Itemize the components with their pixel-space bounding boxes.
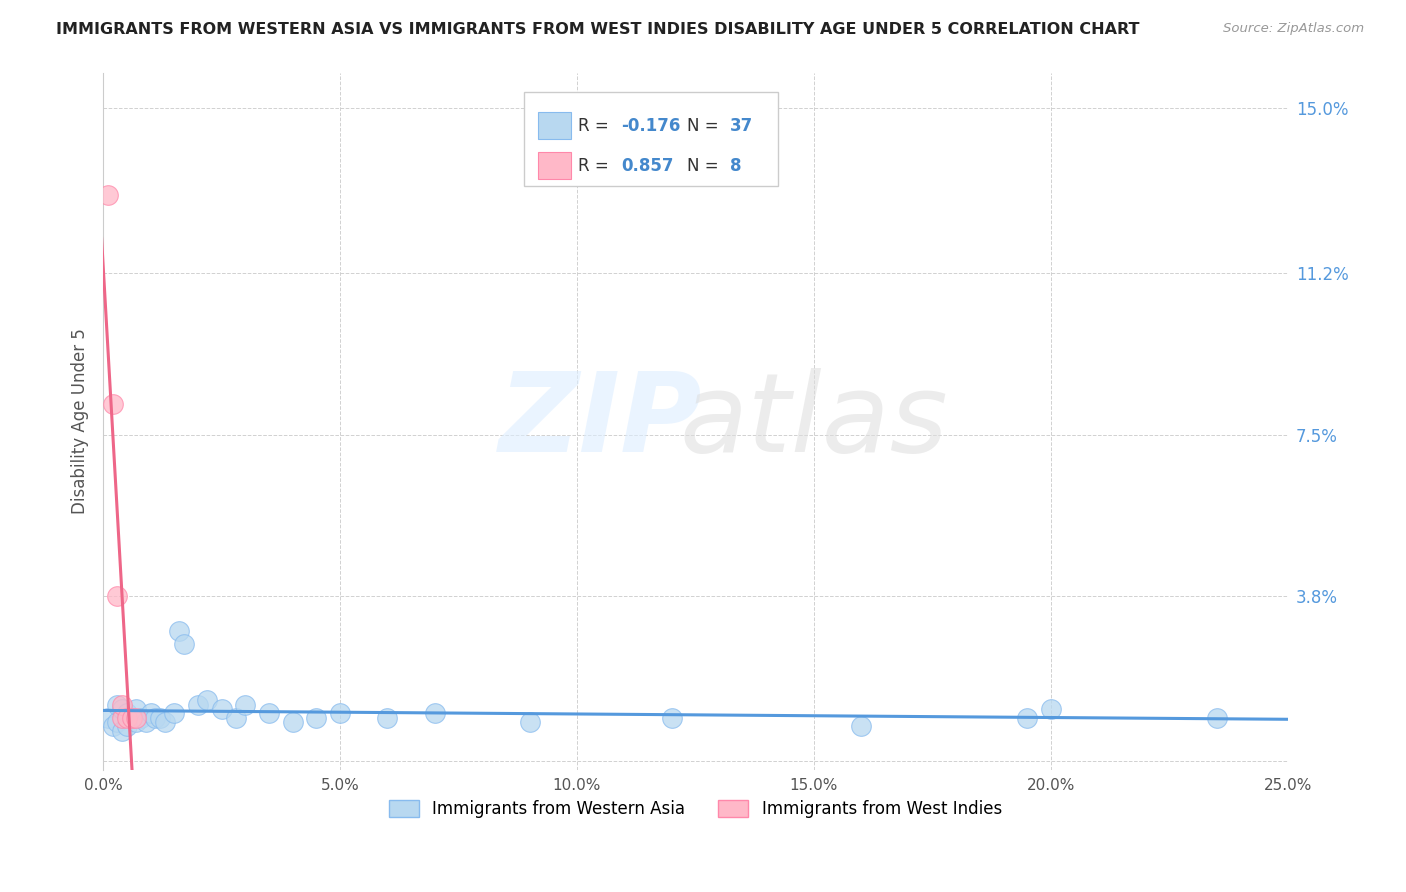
Text: Source: ZipAtlas.com: Source: ZipAtlas.com xyxy=(1223,22,1364,36)
Point xyxy=(105,715,128,730)
Point xyxy=(125,702,148,716)
Point xyxy=(257,706,280,721)
Text: IMMIGRANTS FROM WESTERN ASIA VS IMMIGRANTS FROM WEST INDIES DISABILITY AGE UNDER: IMMIGRANTS FROM WESTERN ASIA VS IMMIGRAN… xyxy=(56,22,1140,37)
Text: 0.857: 0.857 xyxy=(621,157,673,176)
Legend: Immigrants from Western Asia, Immigrants from West Indies: Immigrants from Western Asia, Immigrants… xyxy=(382,793,1008,824)
Point xyxy=(115,711,138,725)
Text: atlas: atlas xyxy=(679,368,948,475)
Point xyxy=(97,711,120,725)
Point xyxy=(101,397,124,411)
Point xyxy=(135,715,157,730)
Point xyxy=(115,706,138,721)
Text: N =: N = xyxy=(688,157,724,176)
Point xyxy=(111,702,134,716)
Point xyxy=(115,719,138,733)
Point xyxy=(1205,711,1227,725)
Text: R =: R = xyxy=(578,118,614,136)
Text: R =: R = xyxy=(578,157,614,176)
Point xyxy=(423,706,446,721)
Point xyxy=(519,715,541,730)
Point xyxy=(281,715,304,730)
Point xyxy=(173,637,195,651)
Point xyxy=(129,711,152,725)
Point xyxy=(125,715,148,730)
Bar xyxy=(538,112,571,139)
Point xyxy=(1017,711,1039,725)
Point xyxy=(329,706,352,721)
Point xyxy=(305,711,328,725)
Point xyxy=(153,715,176,730)
Point xyxy=(143,711,166,725)
Point xyxy=(125,711,148,725)
Point xyxy=(163,706,186,721)
Y-axis label: Disability Age Under 5: Disability Age Under 5 xyxy=(72,328,89,515)
Point xyxy=(211,702,233,716)
Text: ZIP: ZIP xyxy=(499,368,703,475)
Point xyxy=(121,711,143,725)
Point xyxy=(97,188,120,202)
Text: 37: 37 xyxy=(730,118,754,136)
Point xyxy=(1039,702,1062,716)
Point xyxy=(195,693,218,707)
Point xyxy=(111,698,134,712)
Point xyxy=(105,698,128,712)
Point xyxy=(139,706,162,721)
Point xyxy=(101,719,124,733)
Point xyxy=(225,711,247,725)
Point xyxy=(661,711,683,725)
Bar xyxy=(538,153,571,179)
Text: N =: N = xyxy=(688,118,724,136)
Point xyxy=(149,711,172,725)
Text: -0.176: -0.176 xyxy=(621,118,681,136)
Point xyxy=(111,723,134,738)
Point xyxy=(167,624,190,638)
Point xyxy=(851,719,873,733)
Text: 8: 8 xyxy=(730,157,741,176)
Point xyxy=(111,711,134,725)
Point xyxy=(187,698,209,712)
Point xyxy=(233,698,256,712)
Point xyxy=(105,589,128,603)
Point xyxy=(377,711,399,725)
FancyBboxPatch shape xyxy=(523,92,779,186)
Point xyxy=(121,711,143,725)
